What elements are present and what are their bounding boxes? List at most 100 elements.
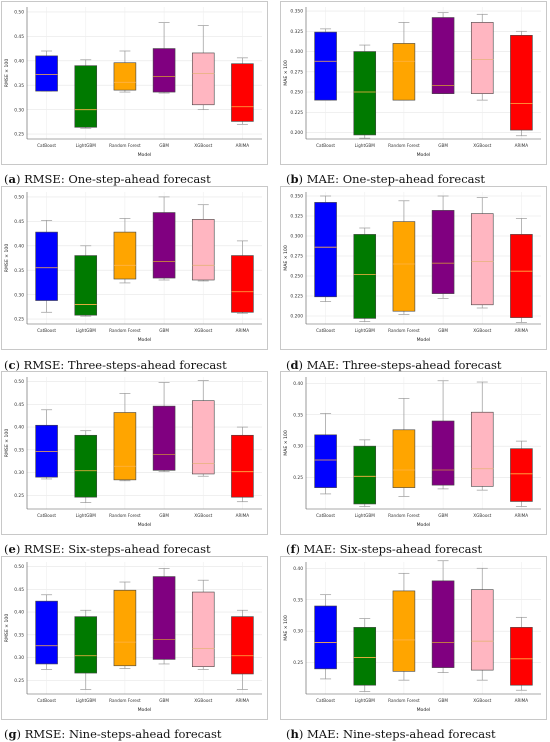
box-lightgbm bbox=[353, 234, 377, 319]
box-xgboost bbox=[470, 589, 494, 671]
chart-panel-a: 0.25 0.30 0.35 0.40 0.45 0.50 CatBoost LightGBM… bbox=[1, 1, 268, 165]
y-tick-label: 0.225 bbox=[290, 110, 303, 116]
y-tick-label: 0.300 bbox=[290, 49, 303, 55]
x-axis-title: Model bbox=[417, 522, 431, 528]
y-tick-label: 0.50 bbox=[14, 9, 24, 15]
y-tick-label: 0.35 bbox=[14, 268, 24, 274]
caption-letter: g bbox=[8, 727, 17, 741]
y-tick-label: 0.250 bbox=[290, 274, 303, 280]
x-tick-label: GBM bbox=[159, 328, 169, 333]
box-plot-e: 0.25 0.30 0.35 0.40 0.45 0.50 CatBoost LightGBM… bbox=[1, 371, 268, 535]
box-plot-h: 0.25 0.30 0.35 0.40 CatBoost LightGBM Random F… bbox=[280, 556, 547, 720]
y-tick-label: 0.30 bbox=[293, 444, 303, 450]
y-tick-label: 0.40 bbox=[14, 243, 24, 249]
y-tick-label: 0.35 bbox=[14, 632, 24, 638]
x-tick-label: ARIMA bbox=[236, 328, 250, 333]
y-tick-label: 0.25 bbox=[14, 132, 24, 138]
box-xgboost bbox=[470, 411, 494, 487]
box-plot-c: 0.25 0.30 0.35 0.40 0.45 0.50 CatBoost LightGBM… bbox=[1, 186, 268, 350]
x-tick-label: Random Forest bbox=[109, 698, 141, 703]
caption-letter: b bbox=[290, 172, 299, 186]
y-axis-title: MAE × 100 bbox=[283, 615, 289, 641]
x-tick-label: ARIMA bbox=[515, 513, 529, 518]
box-catboost bbox=[35, 424, 58, 478]
x-tick-label: ARIMA bbox=[515, 143, 529, 148]
y-tick-label: 0.30 bbox=[14, 470, 24, 476]
box-gbm bbox=[152, 576, 176, 660]
box-xgboost bbox=[191, 219, 215, 281]
box-lightgbm bbox=[353, 51, 377, 136]
x-tick-label: GBM bbox=[438, 513, 448, 518]
x-tick-label: CatBoost bbox=[316, 513, 335, 518]
x-tick-label: XGBoost bbox=[194, 698, 212, 703]
y-tick-label: 0.50 bbox=[14, 194, 24, 200]
box-catboost bbox=[314, 202, 337, 298]
x-tick-label: CatBoost bbox=[316, 143, 335, 148]
y-tick-label: 0.325 bbox=[290, 29, 303, 35]
x-tick-label: GBM bbox=[438, 143, 448, 148]
box-random-forest bbox=[392, 221, 416, 312]
caption-text: RMSE: Six-steps-ahead forecast bbox=[23, 542, 211, 556]
x-tick-label: CatBoost bbox=[37, 698, 56, 703]
x-tick-label: LightGBM bbox=[355, 513, 376, 518]
x-tick-label: XGBoost bbox=[194, 143, 212, 148]
x-tick-label: ARIMA bbox=[236, 513, 250, 518]
x-tick-label: Random Forest bbox=[388, 513, 420, 518]
x-tick-label: LightGBM bbox=[76, 143, 97, 148]
caption-h: (h) MAE: Nine-steps-ahead forecast bbox=[286, 727, 496, 741]
x-axis-title: Model bbox=[138, 707, 152, 713]
y-tick-label: 0.35 bbox=[293, 597, 303, 603]
x-tick-label: XGBoost bbox=[194, 513, 212, 518]
box-random-forest bbox=[113, 62, 137, 91]
y-tick-label: 0.350 bbox=[290, 9, 303, 15]
x-tick-label: CatBoost bbox=[37, 143, 56, 148]
box-catboost bbox=[314, 605, 337, 670]
box-xgboost bbox=[191, 400, 215, 475]
y-tick-label: 0.200 bbox=[290, 130, 303, 136]
x-tick-label: XGBoost bbox=[473, 328, 491, 333]
box-plot-a: 0.25 0.30 0.35 0.40 0.45 0.50 CatBoost LightGBM… bbox=[1, 1, 268, 165]
chart-panel-b: 0.200 0.225 0.250 0.275 0.300 0.325 0.350 CatBo… bbox=[280, 1, 547, 165]
x-tick-label: CatBoost bbox=[316, 328, 335, 333]
y-tick-label: 0.250 bbox=[290, 90, 303, 96]
x-axis-title: Model bbox=[417, 152, 431, 158]
y-tick-label: 0.25 bbox=[14, 317, 24, 323]
box-arima bbox=[510, 35, 533, 131]
box-lightgbm bbox=[74, 255, 98, 316]
box-gbm bbox=[431, 580, 455, 668]
box-lightgbm bbox=[353, 627, 377, 686]
chart-panel-g: 0.25 0.30 0.35 0.40 0.45 0.50 CatBoost LightGBM… bbox=[1, 556, 268, 720]
x-tick-label: Random Forest bbox=[388, 328, 420, 333]
x-axis-title: Model bbox=[138, 522, 152, 528]
y-axis-title: RMSE × 100 bbox=[4, 614, 10, 643]
caption-text: MAE: Six-steps-ahead forecast bbox=[303, 542, 483, 556]
box-gbm bbox=[152, 405, 176, 471]
x-tick-label: CatBoost bbox=[316, 698, 335, 703]
chart-panel-c: 0.25 0.30 0.35 0.40 0.45 0.50 CatBoost LightGBM… bbox=[1, 186, 268, 350]
x-tick-label: Random Forest bbox=[109, 143, 141, 148]
y-tick-label: 0.275 bbox=[290, 69, 303, 75]
x-axis-title: Model bbox=[417, 337, 431, 343]
y-tick-label: 0.350 bbox=[290, 194, 303, 200]
box-arima bbox=[510, 448, 533, 502]
x-tick-label: XGBoost bbox=[473, 513, 491, 518]
y-tick-label: 0.35 bbox=[14, 447, 24, 453]
y-tick-label: 0.30 bbox=[14, 655, 24, 661]
chart-panel-h: 0.25 0.30 0.35 0.40 CatBoost LightGBM Random F… bbox=[280, 556, 547, 720]
x-tick-label: LightGBM bbox=[355, 143, 376, 148]
y-tick-label: 0.30 bbox=[14, 292, 24, 298]
x-tick-label: Random Forest bbox=[388, 698, 420, 703]
x-tick-label: ARIMA bbox=[236, 698, 250, 703]
y-tick-label: 0.325 bbox=[290, 214, 303, 220]
box-plot-b: 0.200 0.225 0.250 0.275 0.300 0.325 0.350 CatBo… bbox=[280, 1, 547, 165]
x-tick-label: ARIMA bbox=[236, 143, 250, 148]
caption-letter: d bbox=[290, 358, 299, 372]
y-tick-label: 0.50 bbox=[14, 564, 24, 570]
y-tick-label: 0.50 bbox=[14, 379, 24, 385]
x-tick-label: CatBoost bbox=[37, 513, 56, 518]
caption-d: (d) MAE: Three-steps-ahead forecast bbox=[286, 358, 502, 372]
box-arima bbox=[231, 616, 254, 675]
caption-letter: h bbox=[290, 727, 299, 741]
y-tick-label: 0.200 bbox=[290, 314, 303, 320]
box-gbm bbox=[152, 48, 176, 93]
